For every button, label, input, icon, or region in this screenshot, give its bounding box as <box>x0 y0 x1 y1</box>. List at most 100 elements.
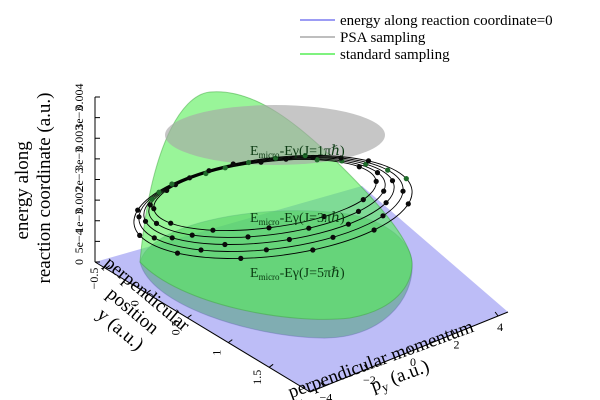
z-tick-label: 0.004 <box>72 84 86 111</box>
legend-label-plane: energy along reaction coordinate=0 <box>340 13 553 29</box>
orbit-point <box>381 188 387 194</box>
z-tick-label: 3e−3 <box>72 106 86 130</box>
psa-sampling-cap <box>165 105 385 165</box>
legend: energy along reaction coordinate=0 PSA s… <box>300 13 553 63</box>
orbit-point <box>286 236 292 243</box>
orbit-point <box>389 178 396 184</box>
orbit-point <box>263 247 269 253</box>
orbit-point <box>283 156 289 162</box>
orbit-point <box>355 208 362 214</box>
orbit-point <box>371 227 377 233</box>
y-tick-label: 0 <box>128 300 142 306</box>
orbit-point <box>246 159 252 166</box>
orbit-point <box>168 220 174 226</box>
y-tick-label: 0.5 <box>168 320 182 335</box>
orbit-points <box>135 153 411 261</box>
orbit-point <box>306 225 312 231</box>
annotation-j1: Emicro-Eγ(J=1πℏ) <box>250 144 345 160</box>
orbit-point <box>153 220 160 226</box>
x-tick-label: −2 <box>363 373 376 387</box>
x-tick-label: 0 <box>410 355 416 369</box>
orbit-point <box>147 202 153 208</box>
y-tick-mark <box>146 289 151 294</box>
y-tick-mark <box>268 363 274 368</box>
orbit-point <box>400 188 406 194</box>
z-tick-label: 3e−3 <box>72 147 86 171</box>
orbit-point <box>169 235 175 241</box>
orbit-point <box>385 167 391 173</box>
orbit-point <box>189 232 195 238</box>
x-tick-mark <box>451 329 455 334</box>
orbit-loop-j4 <box>138 156 404 252</box>
z-tick-label: 2e−3 <box>72 167 86 191</box>
y-tick-mark <box>187 314 192 319</box>
y-tick-mark <box>309 388 315 393</box>
orbit-point <box>187 175 193 181</box>
annotation-j5: Emicro-Eγ(J=5πℏ) <box>250 266 345 282</box>
orbit-point <box>405 201 411 207</box>
orbit-point <box>345 221 351 227</box>
orbit-point <box>360 197 366 203</box>
orbit-point <box>266 225 272 231</box>
z-tick-label: 5e−4 <box>72 229 86 253</box>
y-tick-mark <box>105 265 111 269</box>
orbit-point <box>164 187 170 193</box>
orbit-point <box>258 159 264 165</box>
orbit-point <box>136 214 142 220</box>
orbit-point <box>222 241 228 248</box>
z-tick-label: 0.002 <box>72 187 86 214</box>
orbit-point <box>374 170 381 176</box>
x-tick-mark <box>407 346 412 352</box>
y-tick-label: 1 <box>209 350 223 356</box>
orbit-point <box>149 196 155 202</box>
orbit-point <box>151 206 157 212</box>
orbit-point <box>198 247 204 253</box>
orbit-loop-j5 <box>133 155 413 259</box>
orbit-point <box>238 255 244 261</box>
orbit-point <box>330 234 336 240</box>
y-tick-mark <box>228 339 233 344</box>
z-tick-label: 0 <box>72 259 86 265</box>
x-tick-mark <box>364 364 368 370</box>
x-tick-label: 2 <box>454 338 460 352</box>
orbit-point <box>142 218 149 224</box>
y-tick-label: −0.5 <box>87 268 101 290</box>
orbit-point <box>156 189 162 195</box>
orbit-point <box>174 250 181 256</box>
z-tick-label: 0.003 <box>72 125 86 152</box>
z-axis-title: energy along reaction coordinate (a.u.) <box>12 93 55 284</box>
x-axis-title-sub: y <box>380 378 392 394</box>
orbit-point <box>380 213 386 219</box>
legend-label-psa: PSA sampling <box>340 30 426 46</box>
x-tick-label: −4 <box>319 390 332 400</box>
x-tick-mark <box>320 382 325 387</box>
z-tick-label: 1e−3 <box>72 209 86 233</box>
orbit-point <box>383 200 389 206</box>
orbit-point <box>338 155 344 161</box>
annotation-j3: Emicro-Eγ(J=3πℏ) <box>250 211 345 227</box>
orbit-loop-j3 <box>143 157 395 245</box>
y-tick-label: 1.5 <box>250 370 264 385</box>
orbit-point <box>230 161 236 167</box>
x-tick-label: 4 <box>497 320 503 334</box>
orbit-point <box>210 227 216 233</box>
x-axis-line <box>309 311 509 393</box>
orbit-point <box>245 234 251 240</box>
orbit-point <box>206 168 212 174</box>
y-axis-line <box>94 261 311 393</box>
legend-label-standard: standard sampling <box>340 47 450 63</box>
orbit-point <box>222 165 228 171</box>
orbit-point <box>135 207 141 213</box>
orbit-point <box>373 178 379 184</box>
orbit-point <box>314 157 320 163</box>
orbit-point <box>365 158 372 164</box>
y-ticks: −0.500.511.52 <box>87 265 315 400</box>
orbit-point <box>302 153 308 159</box>
orbit-point <box>151 235 157 241</box>
orbit-point <box>273 155 279 161</box>
orbit-point <box>321 213 327 220</box>
orbit-point <box>403 176 409 182</box>
